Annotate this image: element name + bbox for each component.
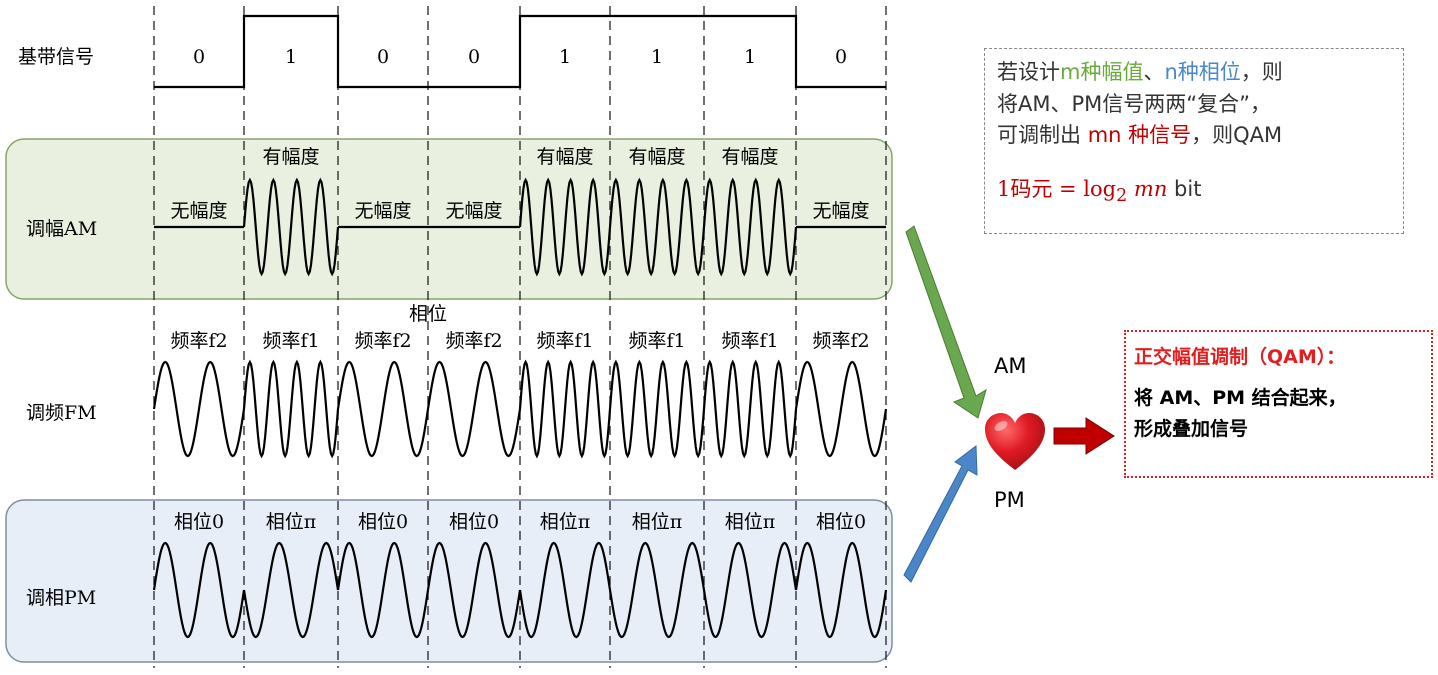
am-label-4: 有幅度 [536, 146, 593, 168]
result-arrow [1053, 417, 1115, 455]
row-label-pm: 调相PM [26, 587, 96, 609]
bit-value-3: 0 [468, 46, 480, 68]
am-label-3: 无幅度 [445, 200, 502, 222]
qam-line-1: 将 AM、PM 结合起来， [1134, 387, 1347, 409]
bit-value-4: 1 [559, 46, 571, 68]
fm-segment-1 [242, 359, 340, 459]
formula-unit: bit [1167, 176, 1202, 201]
fm-label-0: 频率f2 [170, 330, 227, 352]
info-line-3: 可调制出 mn 种信号，则QAM [997, 120, 1403, 152]
pm-label-5: 相位π [632, 511, 683, 533]
fm-segment-5 [608, 359, 706, 459]
am-label-7: 无幅度 [812, 200, 869, 222]
pm-label-3: 相位0 [449, 511, 499, 533]
info-line-3-suffix: ，则QAM [1191, 123, 1283, 147]
pm-label-6: 相位π [725, 511, 776, 533]
info-line-1: 若设计m种幅值、n种相位，则 [997, 57, 1403, 89]
bit-value-2: 0 [377, 46, 389, 68]
pm-label-2: 相位0 [358, 511, 408, 533]
bit-value-0: 0 [193, 46, 205, 68]
info-line-1-suffix: ，则 [1240, 60, 1283, 84]
bit-value-5: 1 [651, 46, 663, 68]
am-label-6: 有幅度 [721, 146, 778, 168]
pm-arrow-label: PM [994, 488, 1025, 512]
fm-label-3: 频率f2 [445, 330, 502, 352]
pm-segment-7 [794, 541, 888, 639]
fm-segment-2 [336, 360, 430, 458]
am-label-1: 有幅度 [262, 146, 319, 168]
pm-segment-2 [336, 541, 430, 639]
pm-label-1: 相位π [266, 511, 317, 533]
formula-lhs: 1码元 = log [997, 176, 1117, 201]
am-carrier-segment-4 [518, 177, 612, 277]
fm-label-5: 频率f1 [628, 330, 685, 352]
info-line-2: 将AM、PM信号两两“复合”， [997, 91, 1272, 116]
qam-line-2: 形成叠加信号 [1134, 418, 1249, 441]
fm-segment-6 [702, 359, 798, 459]
am-label-0: 无幅度 [170, 200, 227, 222]
pm-label-text: PM [994, 488, 1025, 512]
pm-label-4: 相位π [540, 511, 591, 533]
am-label-2: 无幅度 [354, 200, 411, 222]
pm-segment-5 [608, 541, 706, 639]
pm-segment-4 [518, 541, 612, 639]
mn-signals: mn 种信号 [1087, 123, 1192, 147]
fm-segment-0 [152, 360, 246, 458]
pm-label-7: 相位0 [816, 511, 866, 533]
bit-value-6: 1 [744, 46, 756, 68]
info-box: 若设计m种幅值、n种相位，则 将AM、PM信号两两“复合”， 可调制出 mn 种… [984, 48, 1404, 234]
fm-label-7: 频率f2 [812, 330, 869, 352]
fm-segment-4 [518, 359, 612, 459]
fm-header: 相位 [409, 303, 447, 325]
info-line-1-sep: 、 [1143, 60, 1165, 84]
fm-label-4: 频率f1 [536, 330, 593, 352]
fm-label-2: 频率f2 [354, 330, 411, 352]
am-carrier-segment-5 [608, 177, 706, 277]
am-arrow-label: AM [994, 354, 1026, 378]
fm-segment-3 [426, 360, 522, 458]
n-phases: n种相位 [1164, 60, 1241, 84]
qam-box: 正交幅值调制（QAM）： 将 AM、PM 结合起来， 形成叠加信号 [1124, 330, 1433, 478]
am-carrier-segment-6 [702, 177, 798, 277]
qam-body: 将 AM、PM 结合起来， 形成叠加信号 [1134, 383, 1431, 446]
m-amplitudes: m种幅值 [1060, 60, 1144, 84]
heart-icon [985, 413, 1045, 470]
row-label-am: 调幅AM [26, 218, 97, 240]
bit-value-1: 1 [285, 46, 297, 68]
fm-label-1: 频率f1 [262, 330, 319, 352]
formula-subscript: 2 [1116, 185, 1128, 206]
fm-segment-7 [794, 360, 888, 458]
row-label-fm: 调频FM [26, 402, 97, 424]
info-line-1-prefix: 若设计 [997, 60, 1060, 84]
qam-title: 正交幅值调制（QAM）： [1134, 346, 1346, 368]
pm-segment-0 [152, 541, 246, 639]
formula-variable: mn [1127, 176, 1168, 201]
am-label-text: AM [994, 354, 1027, 378]
pm-arrow [903, 445, 978, 583]
am-label-5: 有幅度 [628, 146, 685, 168]
am-arrow [905, 225, 987, 419]
info-line-3-prefix: 可调制出 [997, 123, 1088, 147]
am-carrier-segment-1 [242, 177, 340, 277]
fm-label-6: 频率f1 [721, 330, 778, 352]
symbol-formula: 1码元 = log2 mn bit [997, 174, 1403, 209]
pm-label-0: 相位0 [174, 511, 224, 533]
row-label-baseband: 基带信号 [18, 46, 94, 68]
pm-segment-3 [426, 541, 522, 639]
pm-segment-6 [702, 541, 798, 639]
pm-segment-1 [242, 541, 340, 639]
baseband-waveform [154, 14, 886, 89]
bit-value-7: 0 [835, 46, 847, 68]
